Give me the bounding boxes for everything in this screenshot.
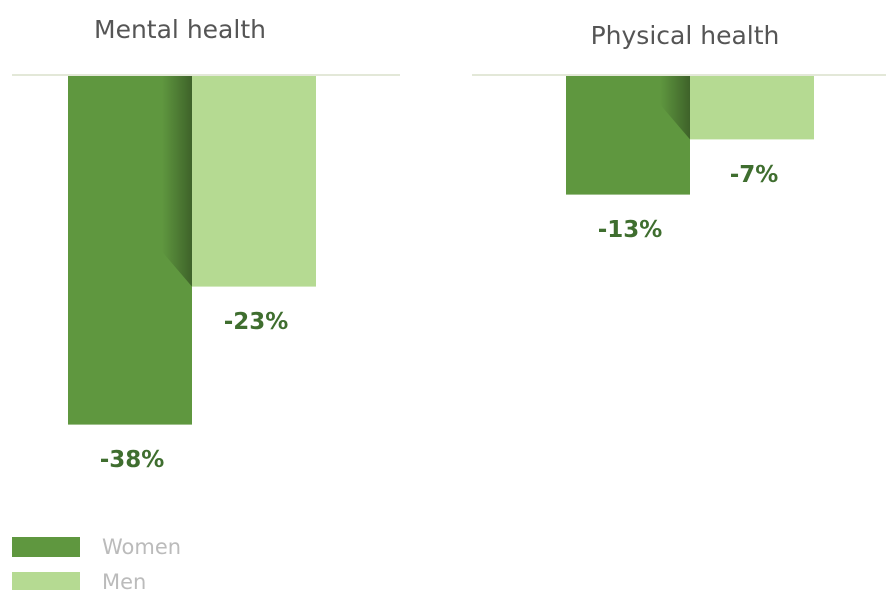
chart-title: Mental health [94,15,266,44]
bar-fold [660,75,690,140]
value-label: -23% [224,309,289,335]
value-label: -7% [730,162,779,188]
legend-swatch [12,572,80,590]
legend-label: Women [102,535,181,559]
bar-fold [162,75,192,287]
value-label: -13% [598,217,663,243]
legend-swatch [12,537,80,557]
chart-title: Physical health [591,21,780,50]
legend-label: Men [102,570,146,590]
bar [192,75,316,287]
bar [690,75,814,140]
value-label: -38% [100,447,165,473]
